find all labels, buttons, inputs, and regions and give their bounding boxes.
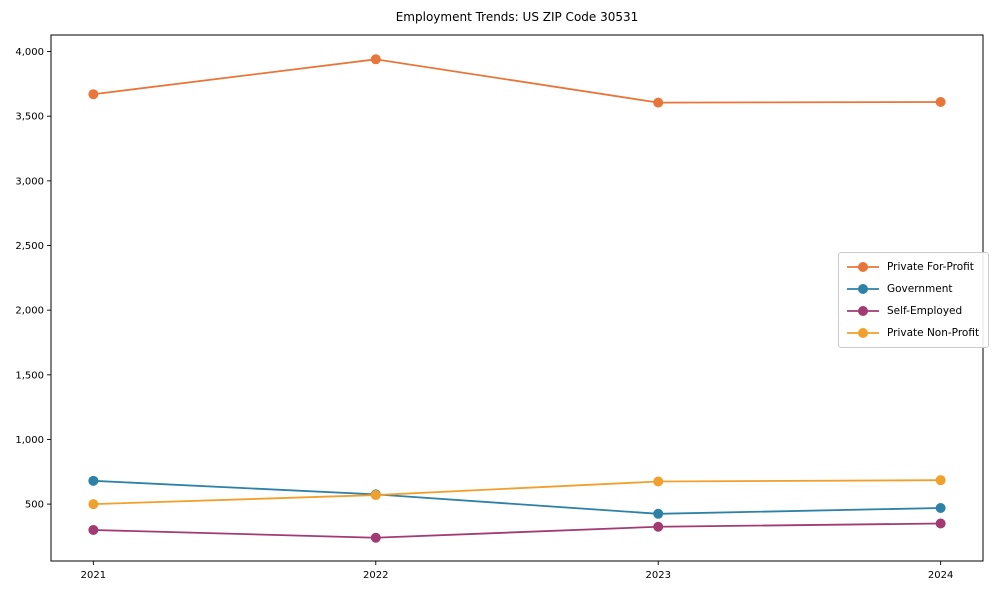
y-tick-label: 1,000 [15, 435, 44, 446]
legend-label: Government [887, 283, 953, 295]
legend-label: Private For-Profit [887, 261, 974, 273]
legend-item-2: Self-Employed [846, 303, 979, 319]
series-line-0 [92, 58, 942, 104]
x-tick-label: 2024 [928, 570, 953, 581]
y-tick-label: 1,500 [15, 370, 44, 381]
series-marker-2 [653, 521, 664, 532]
x-tick-label: 2023 [645, 570, 670, 581]
legend-item-1: Government [846, 281, 979, 297]
series-marker-0 [653, 97, 664, 108]
y-tick-label: 4,000 [15, 47, 44, 58]
legend-item-3: Private Non-Profit [846, 325, 979, 341]
series-line-1 [92, 479, 942, 515]
series-marker-3 [370, 490, 381, 501]
series-marker-1 [653, 508, 664, 519]
series-line-2 [92, 522, 942, 539]
legend-marker-icon [847, 306, 879, 316]
series-marker-1 [935, 502, 946, 513]
series-marker-0 [935, 96, 946, 107]
series-marker-3 [88, 499, 99, 510]
legend-marker-icon [847, 284, 879, 294]
y-tick-label: 500 [25, 500, 44, 511]
legend-label: Self-Employed [887, 305, 963, 317]
x-tick-label: 2021 [81, 570, 106, 581]
legend-marker-icon [847, 328, 879, 338]
series-marker-3 [935, 475, 946, 486]
series-line-3 [92, 479, 942, 506]
y-tick-label: 2,500 [15, 241, 44, 252]
legend: Private For-Profit Government Self-Employe… [838, 252, 990, 348]
series-marker-3 [653, 476, 664, 487]
legend-marker-icon [847, 262, 879, 272]
series-marker-2 [370, 532, 381, 543]
y-tick-label: 2,000 [15, 306, 44, 317]
x-tick-label: 2022 [363, 570, 388, 581]
series-marker-0 [88, 89, 99, 100]
series-marker-0 [370, 54, 381, 65]
y-tick-label: 3,000 [15, 176, 44, 187]
series-marker-2 [935, 518, 946, 529]
y-tick-label: 3,500 [15, 112, 44, 123]
chart-title: Employment Trends: US ZIP Code 30531 [395, 10, 639, 24]
legend-label: Private Non-Profit [887, 327, 980, 339]
series-marker-2 [88, 524, 99, 535]
legend-item-0: Private For-Profit [846, 259, 979, 275]
series-marker-1 [88, 475, 99, 486]
